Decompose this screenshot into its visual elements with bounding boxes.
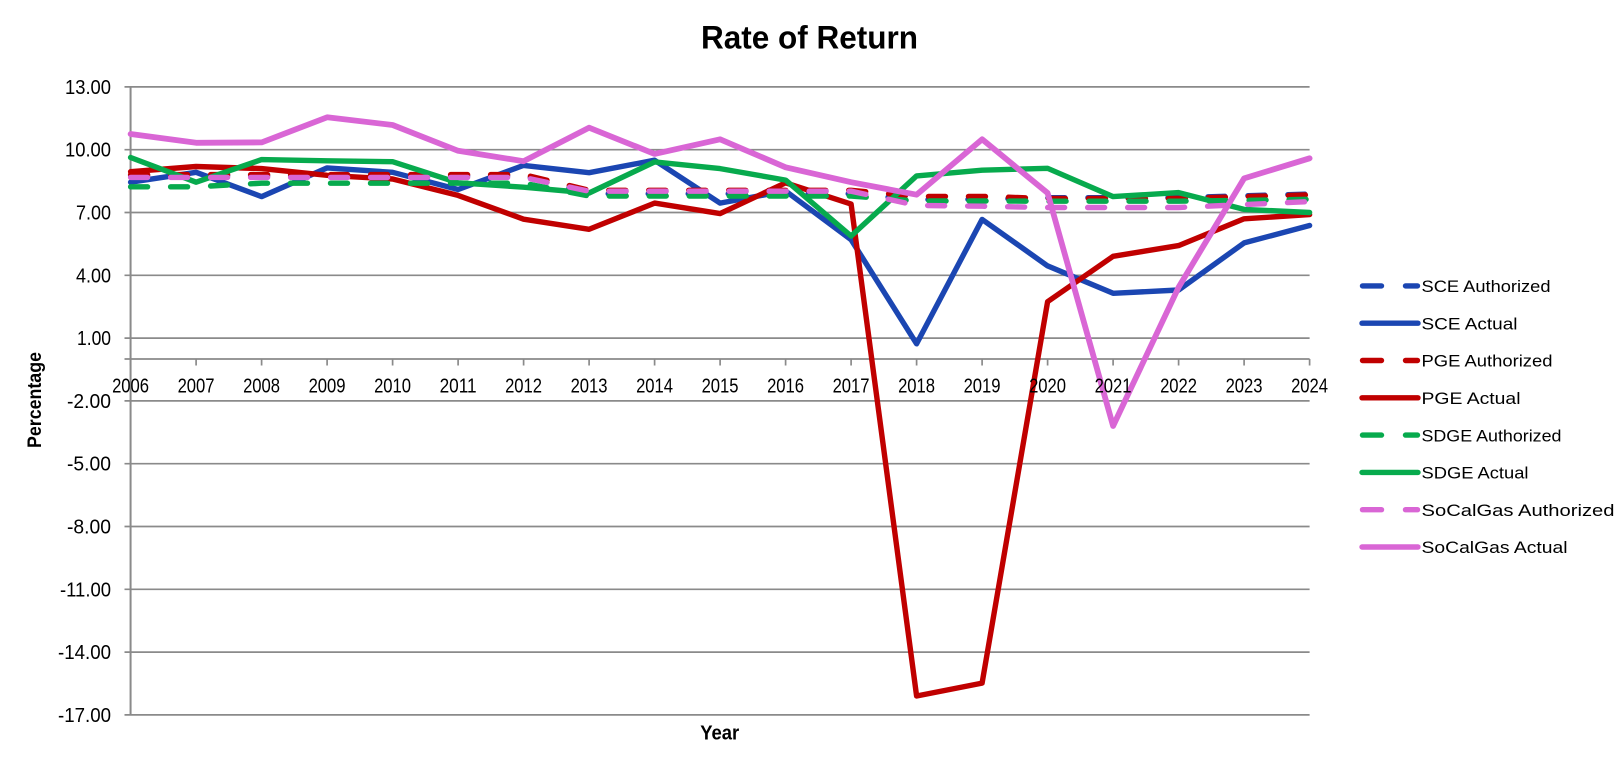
- svg-text:7.00: 7.00: [76, 203, 111, 225]
- svg-text:2021: 2021: [1095, 375, 1132, 397]
- svg-text:-8.00: -8.00: [67, 516, 111, 538]
- svg-text:SoCalGas Actual: SoCalGas Actual: [1422, 538, 1568, 557]
- svg-text:13.00: 13.00: [65, 77, 111, 99]
- svg-text:2024: 2024: [1291, 375, 1328, 397]
- svg-text:2023: 2023: [1226, 375, 1263, 397]
- svg-text:2018: 2018: [898, 375, 935, 397]
- svg-text:2010: 2010: [374, 375, 411, 397]
- svg-text:-5.00: -5.00: [67, 454, 111, 476]
- svg-text:Rate of Return: Rate of Return: [701, 20, 918, 56]
- svg-text:-14.00: -14.00: [58, 642, 111, 664]
- svg-text:2008: 2008: [243, 375, 280, 397]
- svg-text:SDGE Authorized: SDGE Authorized: [1422, 426, 1562, 445]
- svg-text:-17.00: -17.00: [58, 705, 111, 727]
- svg-text:2022: 2022: [1160, 375, 1197, 397]
- svg-text:2012: 2012: [505, 375, 542, 397]
- svg-text:SoCalGas Authorized: SoCalGas Authorized: [1422, 501, 1615, 520]
- svg-text:SCE Actual: SCE Actual: [1422, 314, 1518, 333]
- svg-text:2016: 2016: [767, 375, 804, 397]
- svg-text:2017: 2017: [833, 375, 870, 397]
- svg-text:2014: 2014: [636, 375, 673, 397]
- svg-text:2007: 2007: [178, 375, 215, 397]
- svg-text:Percentage: Percentage: [25, 352, 46, 448]
- svg-text:2015: 2015: [702, 375, 739, 397]
- svg-text:2020: 2020: [1029, 375, 1066, 397]
- svg-text:SDGE Actual: SDGE Actual: [1422, 464, 1529, 483]
- svg-text:PGE Authorized: PGE Authorized: [1422, 352, 1553, 371]
- svg-text:2006: 2006: [112, 375, 149, 397]
- svg-text:2013: 2013: [571, 375, 608, 397]
- svg-text:2011: 2011: [440, 375, 477, 397]
- svg-text:-11.00: -11.00: [60, 579, 111, 601]
- svg-text:Year: Year: [700, 723, 739, 745]
- svg-text:-2.00: -2.00: [67, 391, 111, 413]
- svg-text:1.00: 1.00: [77, 328, 111, 350]
- svg-text:2009: 2009: [309, 375, 346, 397]
- svg-text:2019: 2019: [964, 375, 1001, 397]
- svg-text:10.00: 10.00: [65, 140, 111, 162]
- svg-text:PGE Actual: PGE Actual: [1422, 389, 1521, 408]
- svg-text:SCE Authorized: SCE Authorized: [1422, 277, 1551, 296]
- svg-text:4.00: 4.00: [76, 265, 111, 287]
